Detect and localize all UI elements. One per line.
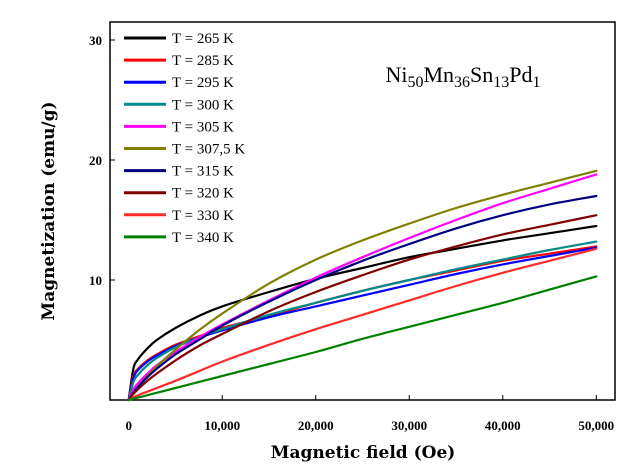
y-tick-label: 20 bbox=[89, 153, 102, 168]
x-tick-label: 40,000 bbox=[485, 418, 521, 433]
title-element: Ni bbox=[385, 62, 407, 87]
x-axis-title: Magnetic field (Oe) bbox=[271, 443, 456, 463]
sample-label-box: Ni50Mn36Sn13Pd1 bbox=[327, 44, 599, 102]
legend: T = 265 K T = 285 K T = 295 K T = 300 K T = … bbox=[124, 31, 245, 246]
title-subscript: 13 bbox=[493, 74, 509, 91]
y-axis-title: Magnetization (emu/g) bbox=[39, 101, 59, 320]
title-subscript: 50 bbox=[407, 74, 423, 91]
legend-item: T = 320 K bbox=[124, 186, 234, 202]
title-element: Pd bbox=[509, 62, 532, 87]
x-tick-label: 10,000 bbox=[204, 418, 240, 433]
legend-item: T = 300 K bbox=[124, 97, 234, 113]
x-tick-label: 0 bbox=[125, 418, 132, 433]
series-line bbox=[127, 194, 598, 402]
legend-item: T = 307,5 K bbox=[124, 142, 245, 158]
legend-item: T = 330 K bbox=[124, 208, 234, 224]
legend-item: T = 285 K bbox=[124, 53, 234, 69]
title-subscript: 1 bbox=[533, 74, 541, 91]
series-line bbox=[127, 275, 598, 402]
legend-item: T = 265 K bbox=[124, 31, 234, 47]
legend-item: T = 315 K bbox=[124, 164, 234, 180]
legend-label: T = 330 K bbox=[172, 208, 234, 224]
y-tick-label: 10 bbox=[89, 273, 102, 288]
y-tick-label: 30 bbox=[89, 33, 102, 48]
legend-label: T = 340 K bbox=[172, 230, 234, 246]
x-axis: 0 10,000 20,000 30,000 40,000 50,000 bbox=[125, 395, 614, 433]
sample-label-background bbox=[327, 44, 599, 102]
legend-label: T = 265 K bbox=[172, 31, 234, 47]
chart-title: Ni50Mn36Sn13Pd1 bbox=[385, 62, 540, 91]
title-element: Mn bbox=[423, 62, 454, 87]
series-line bbox=[127, 247, 598, 402]
legend-label: T = 320 K bbox=[172, 186, 234, 202]
legend-label: T = 295 K bbox=[172, 75, 234, 91]
x-tick-label: 20,000 bbox=[298, 418, 334, 433]
legend-item: T = 340 K bbox=[124, 230, 234, 246]
legend-label: T = 307,5 K bbox=[172, 142, 245, 158]
y-axis: 10 20 30 bbox=[89, 33, 115, 288]
x-tick-label: 50,000 bbox=[578, 418, 614, 433]
title-subscript: 36 bbox=[454, 74, 470, 91]
title-element: Sn bbox=[470, 62, 493, 87]
legend-label: T = 305 K bbox=[172, 119, 234, 135]
series-line bbox=[127, 214, 598, 402]
legend-item: T = 305 K bbox=[124, 119, 234, 135]
legend-label: T = 300 K bbox=[172, 97, 234, 113]
x-tick-label: 30,000 bbox=[391, 418, 427, 433]
legend-label: T = 315 K bbox=[172, 164, 234, 180]
series-lines bbox=[127, 169, 598, 402]
legend-item: T = 295 K bbox=[124, 75, 234, 91]
legend-label: T = 285 K bbox=[172, 53, 234, 69]
